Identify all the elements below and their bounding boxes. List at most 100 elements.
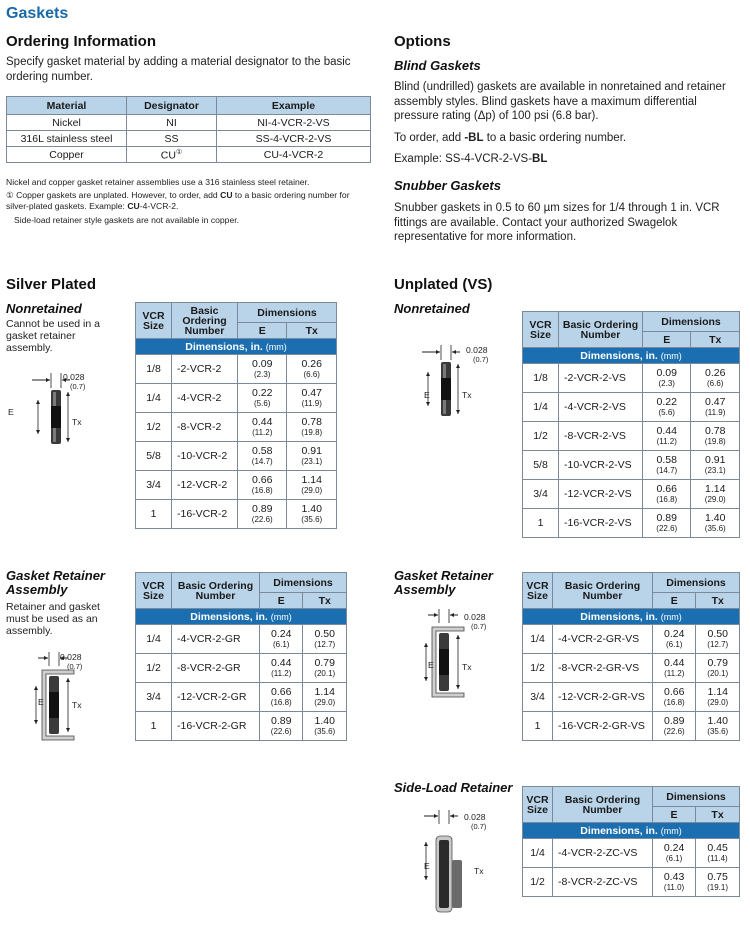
ordering-number-cell: -10-VCR-2-VS [558,450,643,480]
thickness-mm-label: (0.7) [473,355,489,364]
tx-mm-value: (6.6) [303,370,320,379]
col-tx: Tx [695,592,740,609]
vcr-size-cell: 1 [135,499,172,529]
tx-label: Tx [462,390,472,400]
band-unit: in. [645,824,658,837]
e-mm-value: (22.6) [251,515,273,524]
col-basic-ordering: Basic Ordering Number [552,786,653,823]
e-label: E [424,390,430,400]
band-mm: (mm) [270,611,292,622]
ordering-number-cell: -12-VCR-2-VS [558,479,643,509]
tx-mm-value: (6.6) [707,379,724,388]
table-row: 5/8 -10-VCR-2-VS 0.58 (14.7) 0.91 (23.1) [522,450,740,480]
ordering-number-cell: -8-VCR-2 [171,412,238,442]
ordering-number-cell: -16-VCR-2-GR [171,711,260,741]
e-value: 0.24 [271,628,292,640]
e-cell: 0.89 (22.6) [236,499,288,529]
col-dimensions: Dimensions [237,302,337,323]
e-cell: 0.24 (6.1) [651,838,697,868]
e-value: 0.66 [664,686,685,698]
e-mm-value: (16.8) [251,486,273,495]
tx-cell: 1.40 (35.6) [302,711,347,741]
table-row: 1/2 -8-VCR-2-GR 0.44 (11.2) 0.79 (20.1) [135,653,347,683]
sideload-gasket-diagram [424,810,462,913]
vcr-size-cell: 1/8 [522,363,559,393]
table-row: 1/4 -4-VCR-2 0.22 (5.6) 0.47 (11.9) [135,383,337,413]
table-row: 1 -16-VCR-2-GR 0.89 (22.6) 1.40 (35.6) [135,711,347,741]
e-mm-value: (6.1) [666,640,683,649]
table-row: 3/4 -12-VCR-2-GR 0.66 (16.8) 1.14 (29.0) [135,682,347,712]
band-text: Dimensions, [580,610,643,623]
ordering-number-cell: -16-VCR-2-GR-VS [552,711,653,741]
e-mm-value: (11.0) [663,883,685,892]
ordering-number-cell: -12-VCR-2-GR [171,682,260,712]
dimensions-band: Dimensions, in. (mm) [522,608,740,625]
e-cell: 0.89 (22.6) [651,711,697,741]
e-value: 0.89 [252,503,273,515]
tx-value: 0.91 [301,445,322,457]
tx-cell: 0.50 (12.7) [695,624,740,654]
e-cell: 0.44 (11.2) [258,653,304,683]
silver-nonretained-desc: Cannot be used in a gasket retainer asse… [6,318,100,354]
designator-cell: CU① [126,146,217,163]
tx-cell: 1.14 (29.0) [695,682,740,712]
snubber-heading: Snubber Gaskets [394,178,501,193]
tx-mm-value: (35.6) [314,727,336,736]
col-e: E [651,806,697,823]
band-text: Dimensions, [580,824,643,837]
col-tx: Tx [302,592,347,609]
tx-cell: 0.50 (12.7) [302,624,347,654]
retainer-gasket-diagram [34,652,75,741]
tx-cell: 0.79 (20.1) [695,653,740,683]
tx-mm-value: (20.1) [707,669,729,678]
col-e: E [651,592,697,609]
tx-label: Tx [72,417,82,427]
tx-value: 0.26 [301,358,322,370]
table-row: 1 -16-VCR-2-GR-VS 0.89 (22.6) 1.40 (35.6) [522,711,740,741]
col-vcr-size: VCR Size [522,311,559,348]
thickness-label: 0.028 [60,652,82,662]
e-mm-value: (11.2) [664,669,685,678]
col-dimensions: Dimensions [642,311,740,332]
e-value: 0.89 [656,512,677,524]
note-sideload: Side-load retainer style gaskets are not… [14,215,240,225]
e-value: 0.09 [252,358,273,370]
col-basic-ordering: Basic Ordering Number [171,572,260,609]
unplated-retainer-table: VCR Size Basic Ordering Number Dimension… [522,572,740,741]
band-mm: (mm) [660,611,682,622]
tx-mm-value: (11.9) [301,399,322,408]
table-row: 3/4 -12-VCR-2-VS 0.66 (16.8) 1.14 (29.0) [522,479,740,509]
tx-cell: 0.47 (11.9) [286,383,337,413]
ordering-intro: Specify gasket material by adding a mate… [6,56,351,83]
col-dimensions: Dimensions [259,572,347,593]
col-basic-ordering: Basic Ordering Number [552,572,653,609]
unplated-retainer-heading: Gasket Retainer Assembly [394,568,493,597]
unplated-nonretained-table: VCR Size Basic Ordering Number Dimension… [522,311,740,538]
tx-cell: 1.14 (29.0) [286,470,337,500]
dimensions-band: Dimensions, in. (mm) [135,338,337,355]
tx-value: 0.47 [301,387,322,399]
vcr-size-cell: 3/4 [522,479,559,509]
e-mm-value: (16.8) [663,698,685,707]
vcr-size-cell: 1 [135,711,172,741]
options-heading: Options [394,33,451,50]
tx-value: 0.26 [705,367,726,379]
e-value: 0.24 [664,628,685,640]
vcr-size-cell: 1/2 [522,653,553,683]
tx-mm-value: (29.0) [301,486,323,495]
vcr-size-cell: 3/4 [135,470,172,500]
tx-mm-value: (12.7) [314,640,336,649]
e-mm-value: (11.2) [656,437,677,446]
tx-mm-value: (12.7) [707,640,729,649]
table-row: 1 -16-VCR-2 0.89 (22.6) 1.40 (35.6) [135,499,337,529]
blind-example-b: BL [532,153,548,165]
table-row: 1/2 -8-VCR-2-VS 0.44 (11.2) 0.78 (19.8) [522,421,740,451]
note-copper-d: CU [127,201,140,211]
table-row: Nickel NI NI-4-VCR-2-VS [6,114,371,131]
vcr-size-cell: 3/4 [135,682,172,712]
e-value: 0.66 [656,483,677,495]
table-row: 1 -16-VCR-2-VS 0.89 (22.6) 1.40 (35.6) [522,508,740,538]
tx-value: 0.79 [707,657,728,669]
tx-value: 0.45 [707,842,728,854]
table-row: 1/4 -4-VCR-2-GR-VS 0.24 (6.1) 0.50 (12.7) [522,624,740,654]
